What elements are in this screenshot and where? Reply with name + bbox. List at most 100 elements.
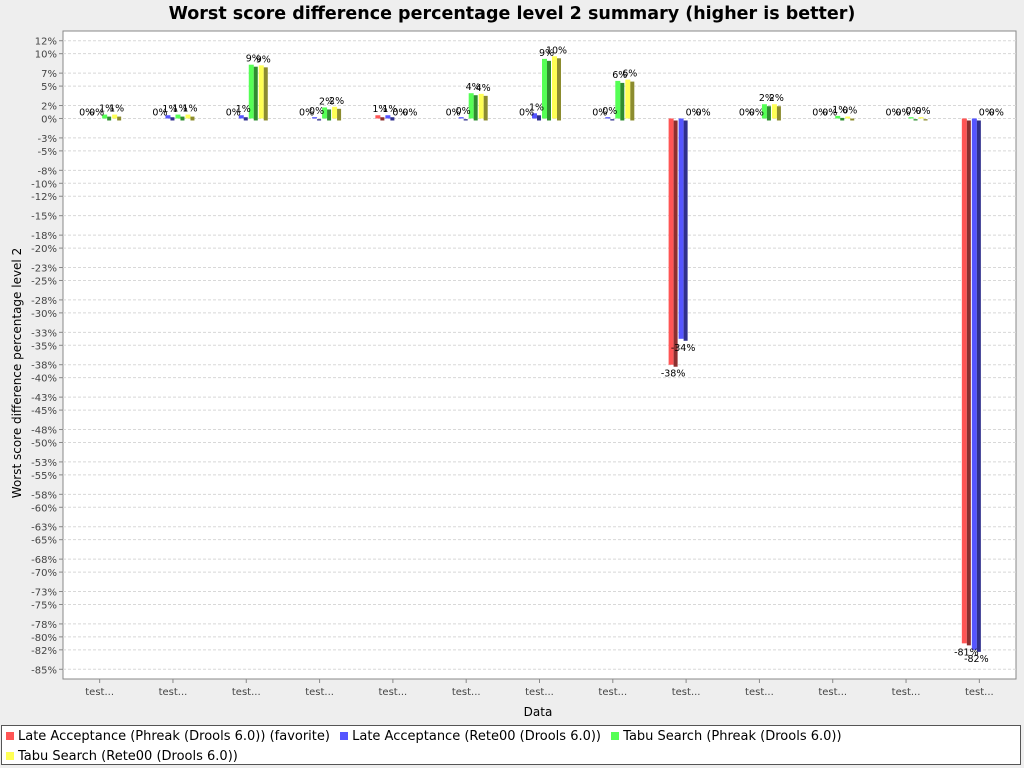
data-label: 0% [895,107,910,118]
legend-swatch-yellow [6,751,14,760]
bar-shadow [170,117,175,121]
y-tick-label: -80% [31,633,57,644]
data-label: 1% [529,102,544,113]
data-label: 0% [905,106,920,117]
y-tick-label: -20% [31,244,57,255]
x-tick-label: test... [159,687,188,698]
bar-shadow [327,109,332,121]
bar-shadow [547,60,551,121]
data-label: 0% [446,107,461,118]
y-tick-label: -33% [31,328,57,339]
bar-shadow [253,66,258,121]
x-axis-ticks: test... test... test... test... test... test.… [85,679,994,698]
data-label: 0% [822,107,837,118]
x-tick-label: test... [965,687,994,698]
bar [971,118,977,650]
data-label: 0% [152,107,167,118]
data-label: 0% [749,107,764,118]
data-label: 6% [622,69,637,80]
data-label: 6% [612,70,627,81]
data-label: 0% [402,107,417,118]
data-label: 9% [539,48,554,59]
data-label: 2% [329,96,344,107]
x-tick-label: test... [892,687,921,698]
data-label: 0% [885,107,900,118]
data-label: 1% [382,104,397,115]
y-tick-label: 10% [35,50,57,61]
bar [615,80,621,119]
data-label: -82% [964,654,989,665]
bar-shadow [337,108,342,121]
bar [478,93,484,119]
y-tick-label: 0% [41,114,57,125]
bar-shadow [463,119,468,121]
bar-shadow [317,119,322,121]
y-tick-label: -55% [31,471,57,482]
x-tick-label: test... [379,687,408,698]
bar-shadow [966,120,971,646]
data-label: 0% [456,106,471,117]
bar [468,93,474,119]
bar-shadow [473,95,478,121]
data-label: 1% [109,104,124,115]
data-label: 0% [739,107,754,118]
y-tick-label: -25% [31,276,57,287]
bar [908,117,914,119]
plot-area [62,30,1017,680]
y-tick-label: -35% [31,341,57,352]
bar [175,114,181,119]
data-label: 4% [466,82,481,93]
bar-shadow [913,119,918,121]
y-tick-label: -68% [31,555,57,566]
legend-swatch-green [611,731,620,740]
data-label: 0% [392,107,407,118]
y-tick-label: -28% [31,296,57,307]
y-tick-label: -50% [31,438,57,449]
y-tick-label: -63% [31,523,57,534]
bar-shadow [117,116,122,121]
bar-shadow [976,120,981,652]
bar [102,114,108,119]
legend-item-la-rete: Late Acceptance (Rete00 (Drools 6.0)) [340,727,601,747]
bar-shadow [180,116,185,121]
y-axis-ticks: 12% 10% 7% 5% 2%0% -3% -5% -8% -10% -12% -15% -18% -… [31,37,63,676]
x-tick-label: test... [818,687,847,698]
data-label: 0% [309,106,324,117]
bar-shadow [776,106,781,121]
bar-shadow [380,117,385,121]
x-tick-label: test... [598,687,627,698]
data-label: 0% [79,107,94,118]
data-label: -34% [671,343,696,354]
y-tick-label: -58% [31,490,57,501]
data-label: -38% [661,369,686,380]
x-tick-label: test... [305,687,334,698]
bar-shadow [630,81,635,121]
x-tick-label: test... [745,687,774,698]
data-label: 0% [89,107,104,118]
y-tick-label: -70% [31,568,57,579]
legend-item-ts-rete: Tabu Search (Rete00 (Drools 6.0)) [6,747,238,767]
bars [102,56,981,652]
bar [258,65,264,119]
bar [605,117,611,119]
bar [458,117,464,119]
y-tick-label: -65% [31,536,57,547]
bar [185,114,191,119]
bar [532,113,537,119]
y-tick-label: -75% [31,600,57,611]
y-tick-label: -78% [31,620,57,631]
bar [625,79,631,119]
data-label: 1% [182,104,197,115]
data-label: 1% [172,104,187,115]
legend-swatch-red [6,731,14,740]
bar-shadow [923,119,928,121]
bar [542,58,547,119]
y-tick-label: -43% [31,393,57,404]
data-label: 0% [979,107,994,118]
bar-chart: Worst score difference percentage level … [10,4,1017,719]
y-tick-label: -18% [31,231,57,242]
legend-item-la-phreak: Late Acceptance (Phreak (Drools 6.0)) (f… [6,727,330,747]
bar [332,106,338,119]
bar [248,64,254,119]
y-tick-label: -60% [31,503,57,514]
